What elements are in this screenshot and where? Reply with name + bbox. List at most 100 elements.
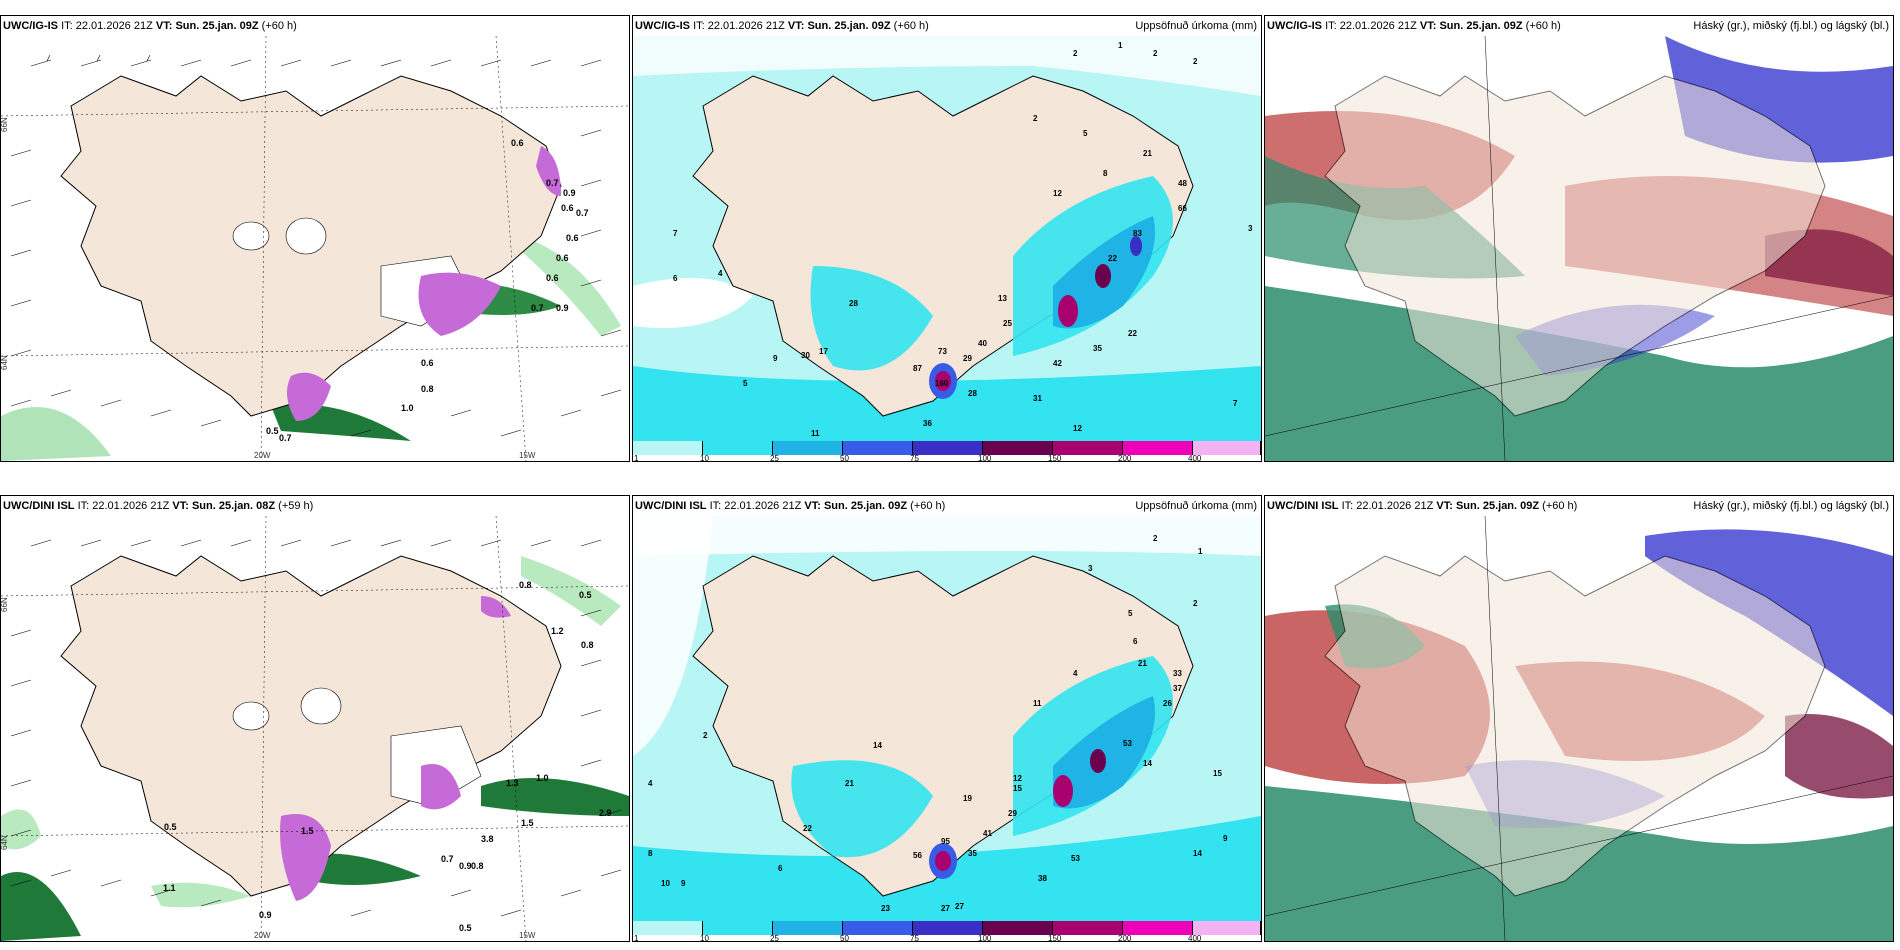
value-label: 0.6	[556, 253, 569, 263]
map-wind-bottom: 0.8 0.5 1.2 0.8 1.3 1.0 2.9 1.5 3.8 0.7 …	[1, 516, 629, 941]
cb-seg	[633, 441, 703, 455]
panel-title: Háský (gr.), miðský (fj.bl.) og lágský (…	[1693, 500, 1889, 512]
precip-label: 26	[1163, 699, 1172, 708]
panel-header: UWC/IG-IS IT: 22.01.2026 21Z VT: Sun. 25…	[635, 20, 929, 32]
precip-label: 14	[1193, 849, 1202, 858]
precip-label: 83	[1133, 229, 1142, 238]
map-cloud-top	[1265, 36, 1893, 461]
precip-label: 5	[1128, 609, 1133, 618]
precip-label: 2	[703, 731, 708, 740]
axis-label: 64N	[1, 355, 9, 370]
precip-label: 4	[1073, 669, 1078, 678]
panel-header: UWC/DINI ISL IT: 22.01.2026 21Z VT: Sun.…	[1267, 500, 1578, 512]
precip-label: 11	[811, 429, 820, 438]
precip-label: 37	[1173, 684, 1182, 693]
map-wind-top: 0.6 0.7 0.6 0.9 0.7 0.6 0.6 0.6 0.9 0.5 …	[1, 36, 629, 461]
wind-barbs	[10, 539, 622, 917]
value-label: 0.8	[581, 640, 594, 650]
value-label: 0.9	[563, 188, 576, 198]
panel-bottom-cloud: UWC/DINI ISL IT: 22.01.2026 21Z VT: Sun.…	[1264, 495, 1894, 942]
cb-seg	[983, 441, 1053, 455]
value-label: 0.6	[511, 138, 524, 148]
cb-tick: 1	[634, 454, 639, 462]
precip-label: 30	[801, 351, 810, 360]
precip-label: 19	[963, 794, 972, 803]
precip-label: 9	[1223, 834, 1228, 843]
cb-tick: 75	[910, 454, 919, 462]
precip-label: 36	[923, 419, 932, 428]
panel-bottom-wind: UWC/DINI ISL IT: 22.01.2026 21Z VT: Sun.…	[0, 495, 630, 942]
value-label: 0.6	[561, 203, 574, 213]
cb-tick: 25	[770, 934, 779, 942]
panel-top-precip: UWC/IG-IS IT: 22.01.2026 21Z VT: Sun. 25…	[632, 15, 1262, 462]
precip-label: 7	[673, 229, 678, 238]
precip-label: 6	[778, 864, 783, 873]
precip-label: 73	[938, 347, 947, 356]
precip-label: 6	[1133, 637, 1138, 646]
precip-label: 8	[1103, 169, 1108, 178]
axis-label: 66N	[1, 117, 9, 132]
precip-label: 23	[881, 904, 890, 913]
precip-label: 42	[1053, 359, 1062, 368]
map-precip-bottom: 2 1 3 2 5 6 11 21 33 26 37 53 14 15 12 4…	[633, 516, 1261, 921]
value-label: 0.6	[421, 358, 434, 368]
precip-label: 1	[1118, 41, 1123, 50]
value-label: 0.9	[259, 910, 272, 920]
value-label: 0.5	[164, 822, 177, 832]
cb-tick: 25	[770, 454, 779, 462]
precip-label: 5	[1083, 129, 1088, 138]
precip-label: 29	[1008, 809, 1017, 818]
precip-label: 15	[1013, 784, 1022, 793]
cb-seg	[1053, 921, 1123, 935]
precip-label: 9	[681, 879, 686, 888]
precip-label: 14	[1143, 759, 1152, 768]
precip-label: 48	[1178, 179, 1187, 188]
precip-label: 95	[941, 837, 950, 846]
cb-seg	[773, 921, 843, 935]
precip-label: 13	[998, 294, 1007, 303]
precip-label: 22	[1108, 254, 1117, 263]
precip-label: 6	[673, 274, 678, 283]
wind-barbs	[10, 54, 622, 437]
cb-seg	[843, 921, 913, 935]
precip-label: 11	[1033, 699, 1042, 708]
cb-tick: 10	[700, 934, 709, 942]
panel-top-cloud: UWC/IG-IS IT: 22.01.2026 21Z VT: Sun. 25…	[1264, 15, 1894, 462]
cb-tick: 10	[700, 454, 709, 462]
value-label: 0.5	[266, 426, 279, 436]
panel-header: UWC/DINI ISL IT: 22.01.2026 21Z VT: Sun.…	[635, 500, 946, 512]
cb-tick: 1	[634, 934, 639, 942]
value-label: 0.7	[441, 854, 454, 864]
precip-label: 4	[648, 779, 653, 788]
precip-label: 40	[978, 339, 987, 348]
precip-label: 31	[1033, 394, 1042, 403]
precip-label: 53	[1071, 854, 1080, 863]
precip-label: 56	[913, 851, 922, 860]
cb-tick: 150	[1048, 934, 1062, 942]
wind-shade	[521, 236, 621, 336]
precip-label: 27	[941, 904, 950, 913]
map-cloud-bottom	[1265, 516, 1893, 941]
value-label: 0.7	[546, 178, 559, 188]
snow-area	[418, 272, 501, 336]
axis-label: 66N	[1, 597, 9, 612]
value-label: 2.9	[599, 808, 612, 818]
value-label: 0.8	[471, 861, 484, 871]
precip-label: 29	[963, 354, 972, 363]
value-label: 1.2	[551, 626, 564, 636]
precip-label: 8	[648, 849, 653, 858]
value-label: 0.8	[421, 384, 434, 394]
value-label: 1.3	[506, 778, 519, 788]
panel-title: Uppsöfnuð úrkoma (mm)	[1135, 20, 1257, 32]
precip-label: 17	[819, 347, 828, 356]
cb-tick: 50	[840, 454, 849, 462]
cb-seg	[913, 921, 983, 935]
cb-tick: 200	[1118, 454, 1132, 462]
cb-seg	[703, 921, 773, 935]
precip-label: 3	[1248, 224, 1253, 233]
precip-label: 22	[1128, 329, 1137, 338]
cb-seg	[703, 441, 773, 455]
cb-tick: 100	[978, 454, 992, 462]
precip-label: 66	[1178, 204, 1187, 213]
precip-label: 21	[1138, 659, 1147, 668]
